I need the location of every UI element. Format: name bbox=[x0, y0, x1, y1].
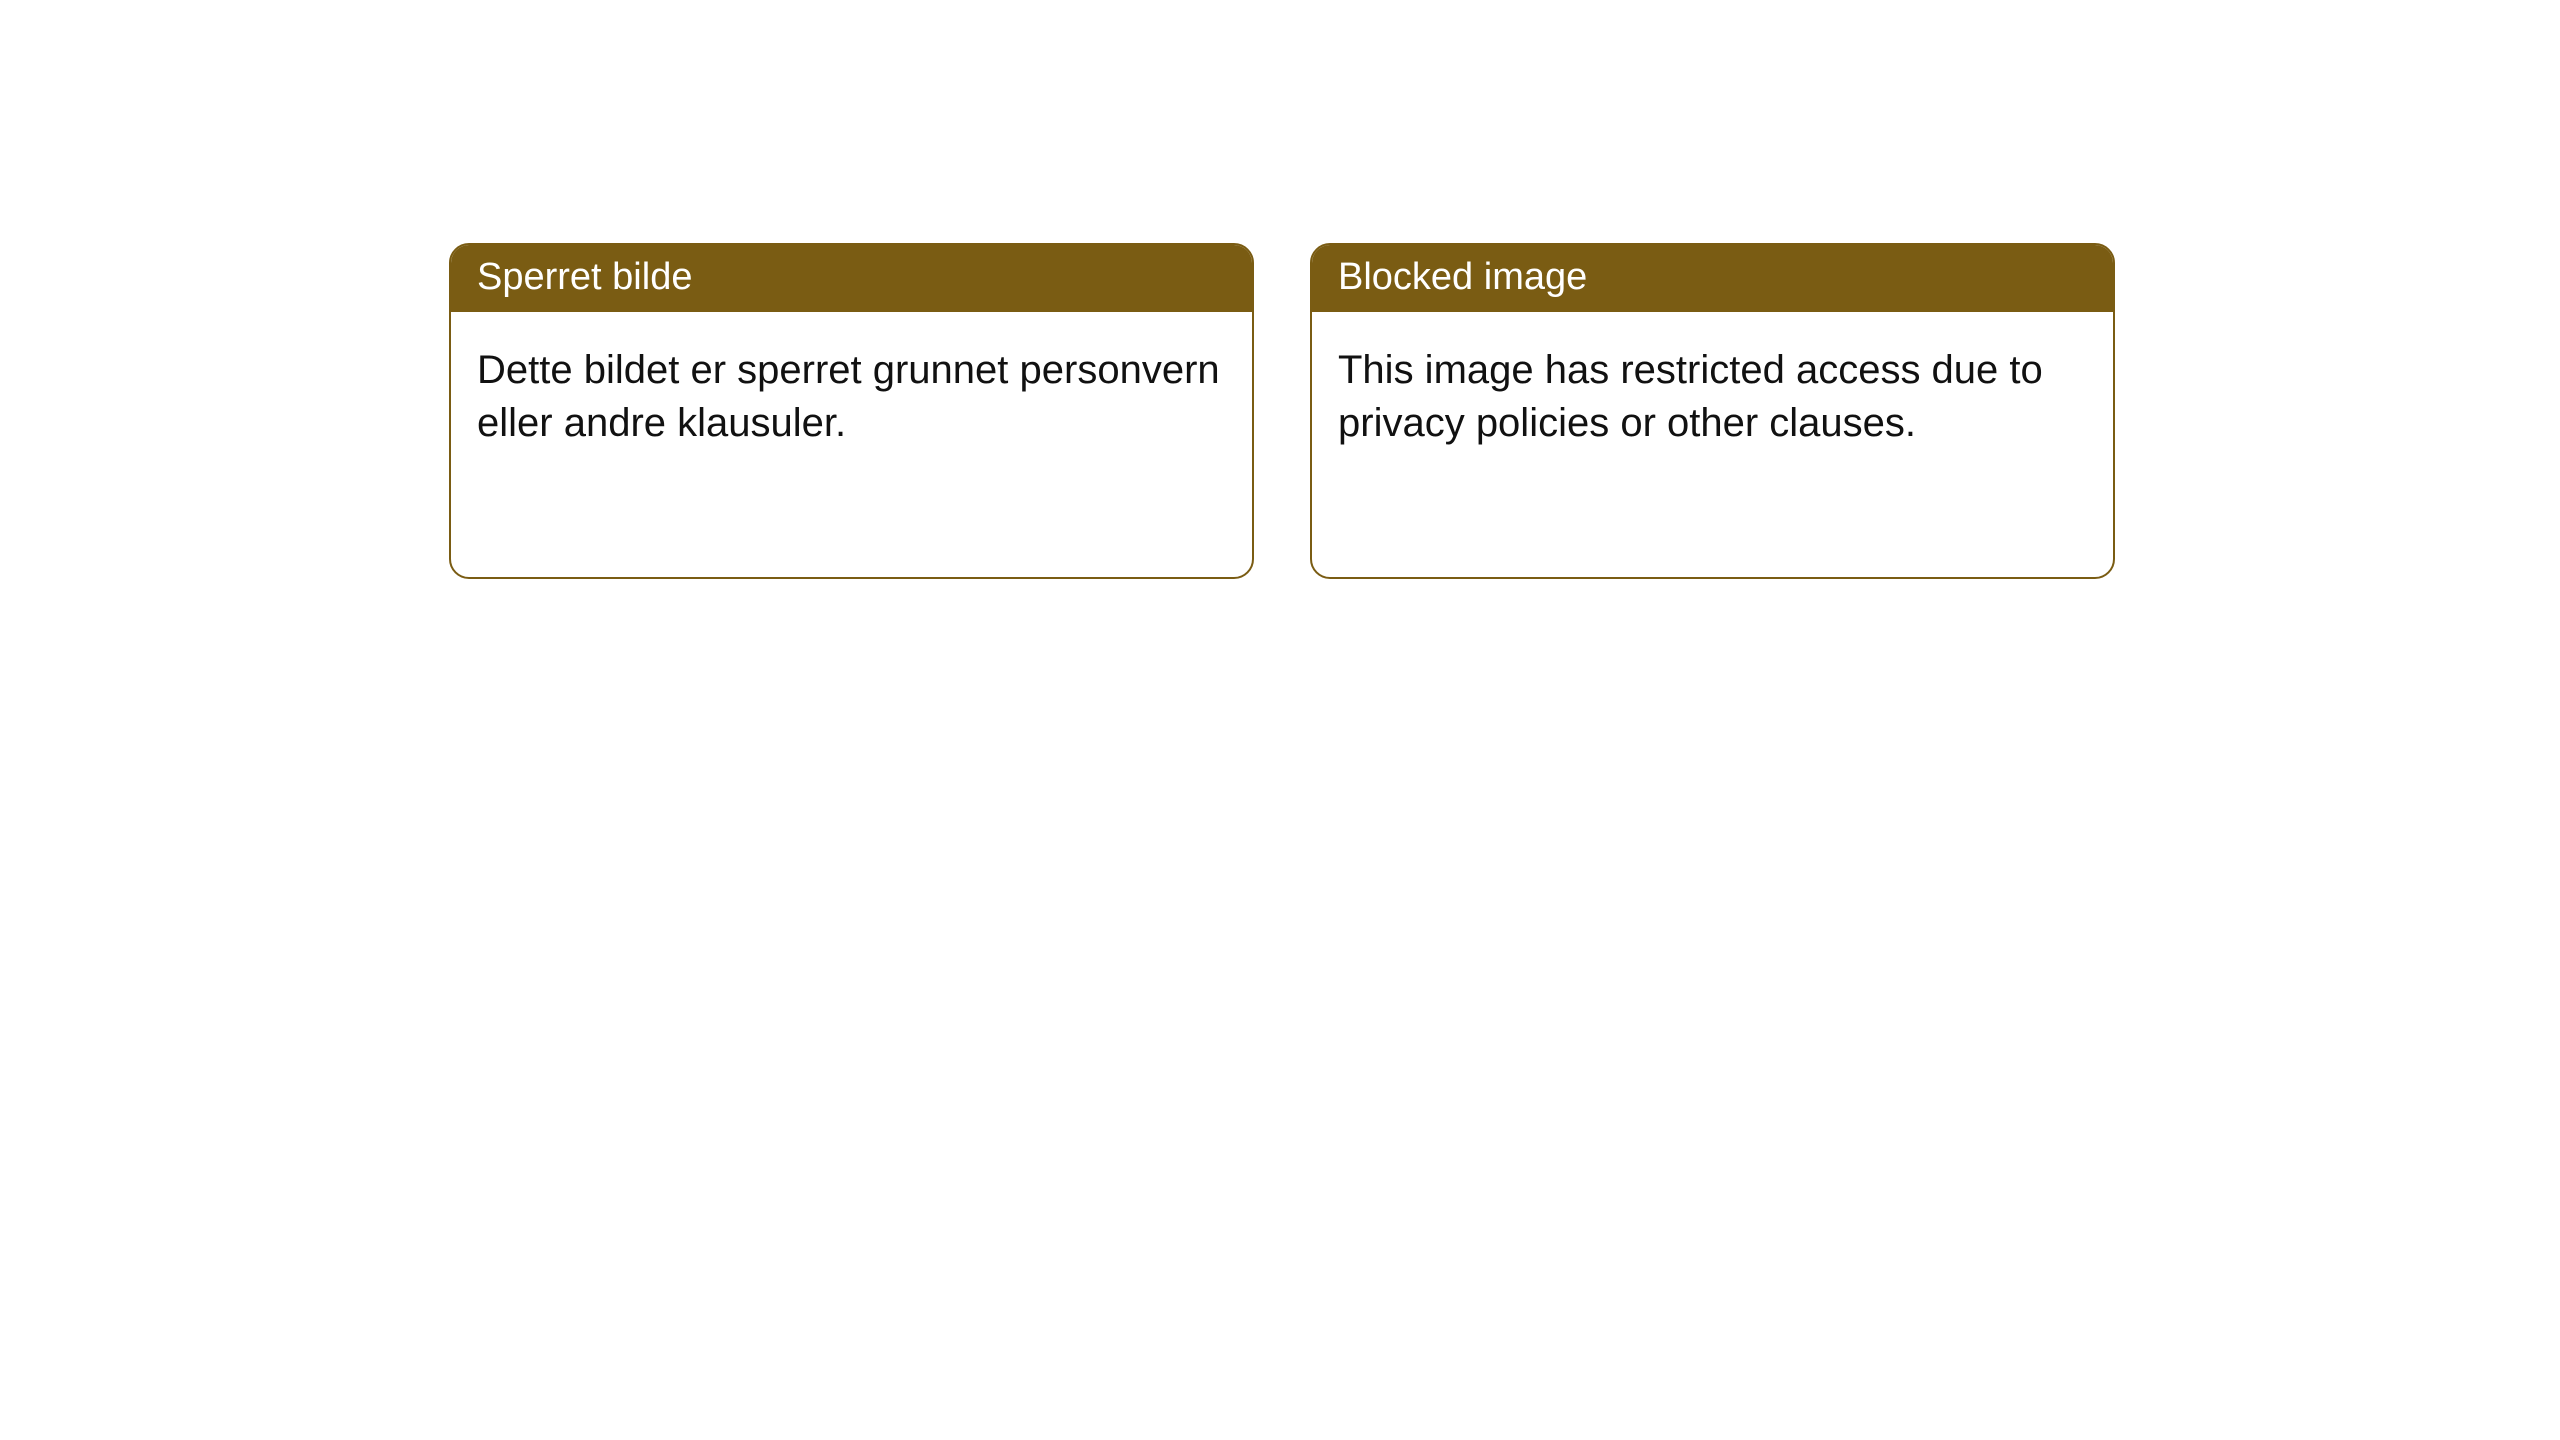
notice-body-norwegian: Dette bildet er sperret grunnet personve… bbox=[451, 312, 1252, 482]
notice-header-norwegian: Sperret bilde bbox=[451, 245, 1252, 312]
notice-body-english: This image has restricted access due to … bbox=[1312, 312, 2113, 482]
notice-title-norwegian: Sperret bilde bbox=[477, 256, 692, 298]
notice-card-english: Blocked image This image has restricted … bbox=[1310, 243, 2115, 579]
notice-text-norwegian: Dette bildet er sperret grunnet personve… bbox=[477, 348, 1220, 445]
notice-container: Sperret bilde Dette bildet er sperret gr… bbox=[0, 0, 2560, 579]
notice-card-norwegian: Sperret bilde Dette bildet er sperret gr… bbox=[449, 243, 1254, 579]
notice-title-english: Blocked image bbox=[1338, 256, 1587, 298]
notice-header-english: Blocked image bbox=[1312, 245, 2113, 312]
notice-text-english: This image has restricted access due to … bbox=[1338, 348, 2043, 445]
